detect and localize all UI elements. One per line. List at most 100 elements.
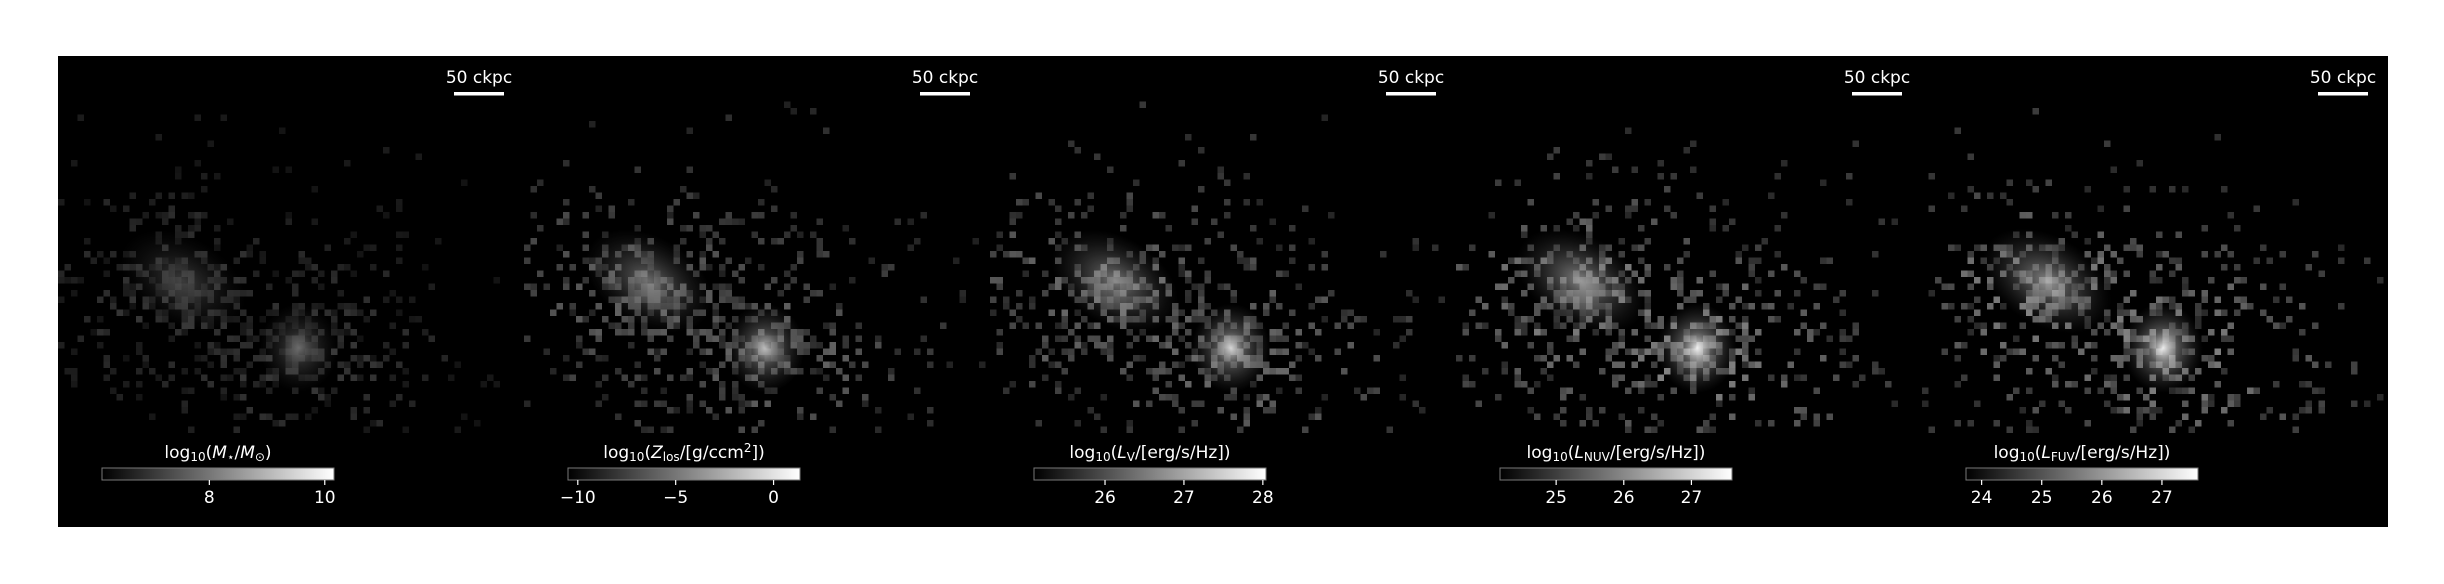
pixel [1276, 368, 1283, 375]
pixel [1094, 335, 1101, 342]
pixel [2299, 329, 2306, 336]
pixel [894, 218, 901, 225]
pixel [1794, 348, 1801, 355]
pixel [103, 355, 110, 362]
pixel [2032, 186, 2039, 193]
pixel [1172, 400, 1179, 407]
pixel [1657, 322, 1664, 329]
pixel [1159, 368, 1166, 375]
pixel [1638, 257, 1645, 264]
pixel [2195, 322, 2202, 329]
pixel [732, 387, 739, 394]
pixel [1475, 400, 1482, 407]
pixel [396, 205, 403, 212]
pixel [1677, 277, 1684, 284]
pixel [350, 231, 357, 238]
pixel [1612, 361, 1619, 368]
pixel [2026, 420, 2033, 427]
pixel [790, 108, 797, 115]
pixel [1878, 368, 1885, 375]
pixel [415, 153, 422, 160]
pixel [842, 335, 849, 342]
pixel [363, 407, 370, 414]
pixel [2006, 199, 2013, 206]
pixel [181, 192, 188, 199]
pixel [84, 316, 91, 323]
pixel [2279, 283, 2286, 290]
pixel [719, 264, 726, 271]
pixel [1165, 394, 1172, 401]
pixel [1009, 231, 1016, 238]
pixel [2299, 303, 2306, 310]
pixel [1644, 322, 1651, 329]
pixel [1198, 309, 1205, 316]
pixel [615, 322, 622, 329]
pixel [758, 238, 765, 245]
pixel [1341, 309, 1348, 316]
pixel [589, 348, 596, 355]
pixel [777, 238, 784, 245]
pixel [1993, 374, 2000, 381]
pixel [1967, 329, 1974, 336]
pixel [2149, 186, 2156, 193]
label-part: los [663, 450, 680, 464]
pixel [1722, 290, 1729, 297]
pixel [2292, 426, 2299, 433]
pixel [1742, 322, 1749, 329]
pixel [2045, 342, 2052, 349]
colorbar [101, 467, 335, 481]
pixel [1625, 205, 1632, 212]
pixel [1295, 374, 1302, 381]
pixel [90, 329, 97, 336]
pixel [725, 407, 732, 414]
pixel [90, 329, 97, 336]
pixel [563, 283, 570, 290]
pixel [589, 329, 596, 336]
pixel [344, 361, 351, 368]
pixel [842, 387, 849, 394]
pixel [1612, 166, 1619, 173]
pixel [383, 212, 390, 219]
pixel [686, 348, 693, 355]
pixel [660, 400, 667, 407]
pixel [357, 355, 364, 362]
pixel [1974, 296, 1981, 303]
pixel [1781, 264, 1788, 271]
pixel [97, 316, 104, 323]
pixel [227, 335, 234, 342]
pixel [862, 394, 869, 401]
pixel [1729, 368, 1736, 375]
pixel [1432, 244, 1439, 251]
pixel [1993, 296, 2000, 303]
pixel [1042, 270, 1049, 277]
pixel [2006, 179, 2013, 186]
pixel [214, 348, 221, 355]
pixel [1412, 244, 1419, 251]
pixel [1230, 394, 1237, 401]
pixel [1159, 342, 1166, 349]
pixel [1185, 290, 1192, 297]
pixel [1540, 329, 1547, 336]
pixel [2188, 290, 2195, 297]
pixel [1742, 303, 1749, 310]
pixel [58, 270, 65, 277]
pixel [1295, 342, 1302, 349]
pixel [725, 114, 732, 121]
pixel [712, 335, 719, 342]
pixel [1579, 394, 1586, 401]
pixel [1664, 186, 1671, 193]
pixel [1618, 361, 1625, 368]
pixel [1618, 342, 1625, 349]
pixel [829, 426, 836, 433]
pixel [2110, 270, 2117, 277]
pixel [1954, 420, 1961, 427]
pixel [272, 166, 279, 173]
pixel [181, 400, 188, 407]
colorbar-label: log10(LNUV/[erg/s/Hz]) [1527, 443, 1706, 464]
pixel [1514, 179, 1521, 186]
pixel [1094, 322, 1101, 329]
pixel [1159, 251, 1166, 258]
pixel [188, 192, 195, 199]
pixel [1631, 381, 1638, 388]
